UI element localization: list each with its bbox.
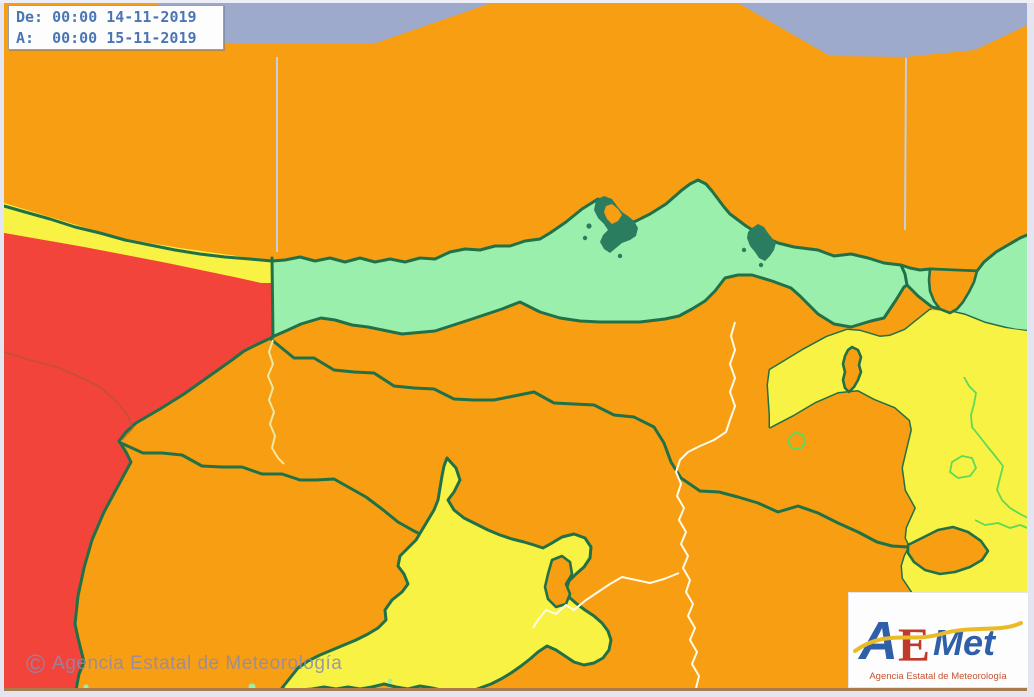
green-spot-3 [387,678,393,684]
inner-border-east-2 [974,519,1031,530]
logo-letter-e: E [898,619,930,672]
orange-pockets [841,267,990,576]
frame-right [1027,0,1034,697]
bay-inner-orange [604,204,622,224]
tiny-green-spots [83,678,393,691]
province-line-branch [532,572,680,629]
estuary-dot-3 [617,253,623,259]
validity-from-date: 14-11-2019 [106,8,197,26]
validity-from-row: De: 00:00 14-11-2019 [16,7,216,28]
estuary-dot-5 [758,262,764,268]
inner-border-east-loop-2 [949,455,977,479]
border-green-strip-south [270,273,1034,339]
province-line-vertical [675,321,736,689]
validity-from-label: De: [16,8,44,26]
inner-border-east-loop-1 [787,431,806,450]
logo-subtitle: Agencia Estatal de Meteorología [869,671,1007,682]
validity-to-row: A: 00:00 15-11-2019 [16,28,216,49]
logo-yellow-swoosh [853,621,1023,653]
offshore-sea-east [733,0,1034,57]
border-red-east [73,335,275,692]
frame-bottom-pale [0,688,1034,697]
region-western-inland-red [4,233,272,690]
region-eastern-coastal-pocket-orange [927,267,979,315]
frame-top [0,0,1034,3]
pale-province-lines [532,321,736,689]
estuary-santona-marshes [747,224,776,261]
frame-bottom-line [2,688,1030,691]
copyright-text: Agencia Estatal de Meteorología [52,653,343,674]
region-southern-plateau-yellow [280,456,613,696]
copyright-icon: © [26,649,46,679]
border-west-horizontal [119,441,422,536]
sea-division-line-east [904,57,907,231]
copyright-watermark: © Agencia Estatal de Meteorología [26,649,343,679]
orange-notch-in-plateau [543,554,574,609]
estuary-dot-2 [582,235,588,241]
region-central-coastal-strip-green [272,180,1034,337]
validity-to-time: 00:00 [52,29,98,47]
region-small-enclave-orange [841,345,863,394]
red-region-inner-line [3,351,134,441]
frame-left [0,0,4,697]
light-green-inner-borders [787,376,1031,530]
region-southeastern-pocket-orange [906,525,990,576]
validity-to-date: 15-11-2019 [106,29,197,47]
validity-date-box: De: 00:00 14-11-2019 A: 00:00 15-11-2019 [8,5,224,50]
province-line-pale-yellow [267,339,285,465]
offshore-sea-west [150,0,500,44]
border-coast-east [899,263,909,287]
inner-border-east-1 [963,376,1029,519]
aemet-logo-art: A E Met Agencia Estatal de Meteorología [853,611,1023,682]
offshore-sea [150,0,1034,57]
aemet-logo: A E Met Agencia Estatal de Meteorología [848,592,1029,688]
estuary-dot-4 [741,247,747,253]
border-green-strip-west [270,256,275,339]
sea-division-lines [276,57,907,252]
estuary-dot-1 [586,223,592,229]
validity-from-time: 00:00 [52,8,98,26]
orange-pocket-fills [841,267,990,576]
border-central-diagonal [270,338,910,549]
validity-to-label: A: [16,29,35,47]
